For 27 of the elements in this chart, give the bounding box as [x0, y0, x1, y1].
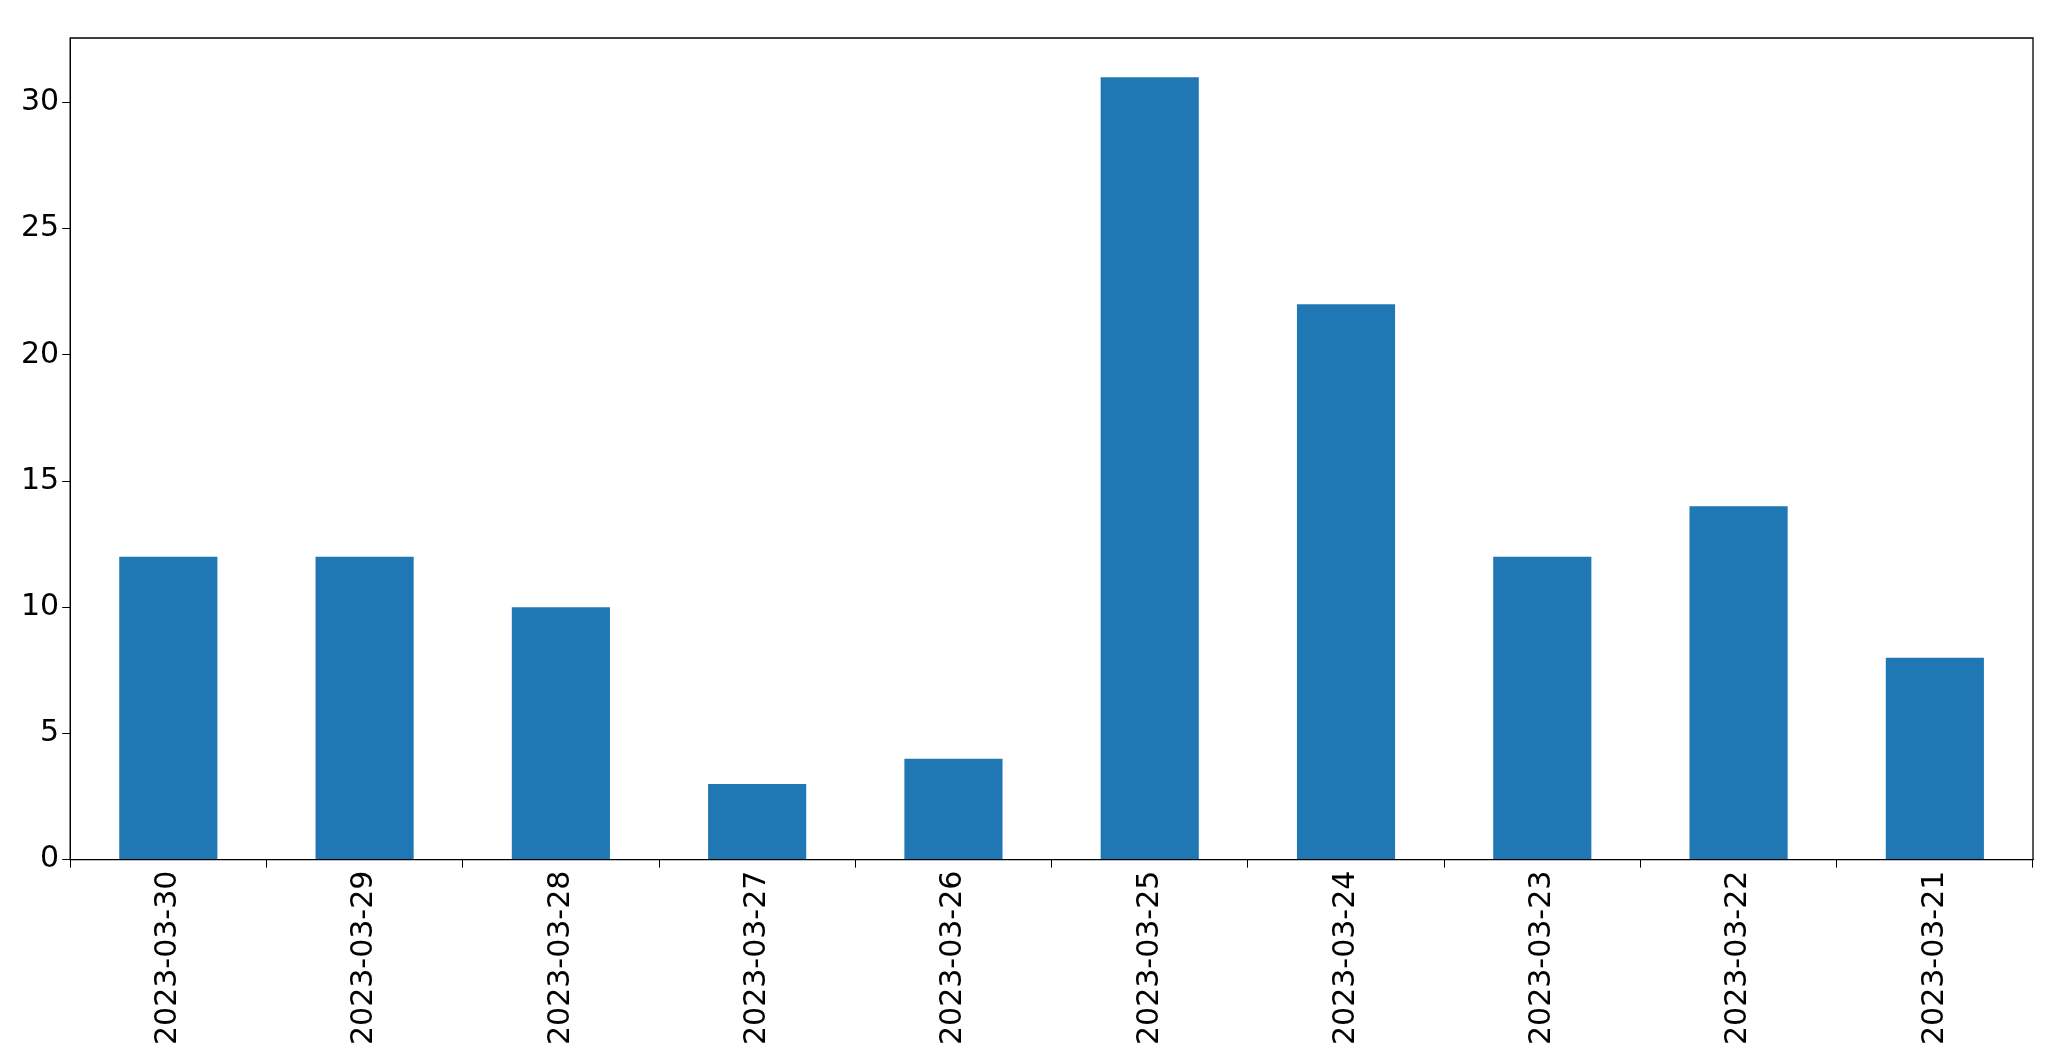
bar: [119, 556, 218, 860]
y-tick-label: 20: [20, 334, 60, 370]
bar: [1100, 77, 1199, 860]
bar: [1689, 506, 1788, 860]
x-tick-label: 2023-03-27: [736, 870, 772, 1046]
bar: [1493, 556, 1592, 860]
x-tick-label: 2023-03-23: [1522, 870, 1558, 1046]
x-tick-label: 2023-03-22: [1718, 870, 1754, 1046]
x-tick-label: 2023-03-25: [1129, 870, 1165, 1046]
bar: [904, 758, 1003, 860]
y-tick-label: 10: [20, 587, 60, 623]
x-tick-label: 2023-03-28: [540, 870, 576, 1046]
bar: [315, 556, 414, 860]
x-tick-label: 2023-03-30: [148, 870, 184, 1046]
bar: [1296, 304, 1396, 860]
bar: [708, 783, 807, 860]
x-tick-label: 2023-03-26: [933, 870, 969, 1046]
y-tick-label: 5: [40, 713, 60, 749]
y-tick-label: 30: [20, 82, 60, 118]
y-tick-label: 25: [20, 208, 60, 244]
x-tick-label: 2023-03-21: [1914, 870, 1950, 1046]
x-tick-label: 2023-03-24: [1325, 870, 1361, 1046]
bar: [511, 607, 610, 860]
y-tick-label: 15: [20, 460, 60, 496]
y-tick-label: 0: [40, 839, 60, 875]
x-tick-label: 2023-03-29: [344, 870, 380, 1046]
bar: [1885, 657, 1984, 860]
